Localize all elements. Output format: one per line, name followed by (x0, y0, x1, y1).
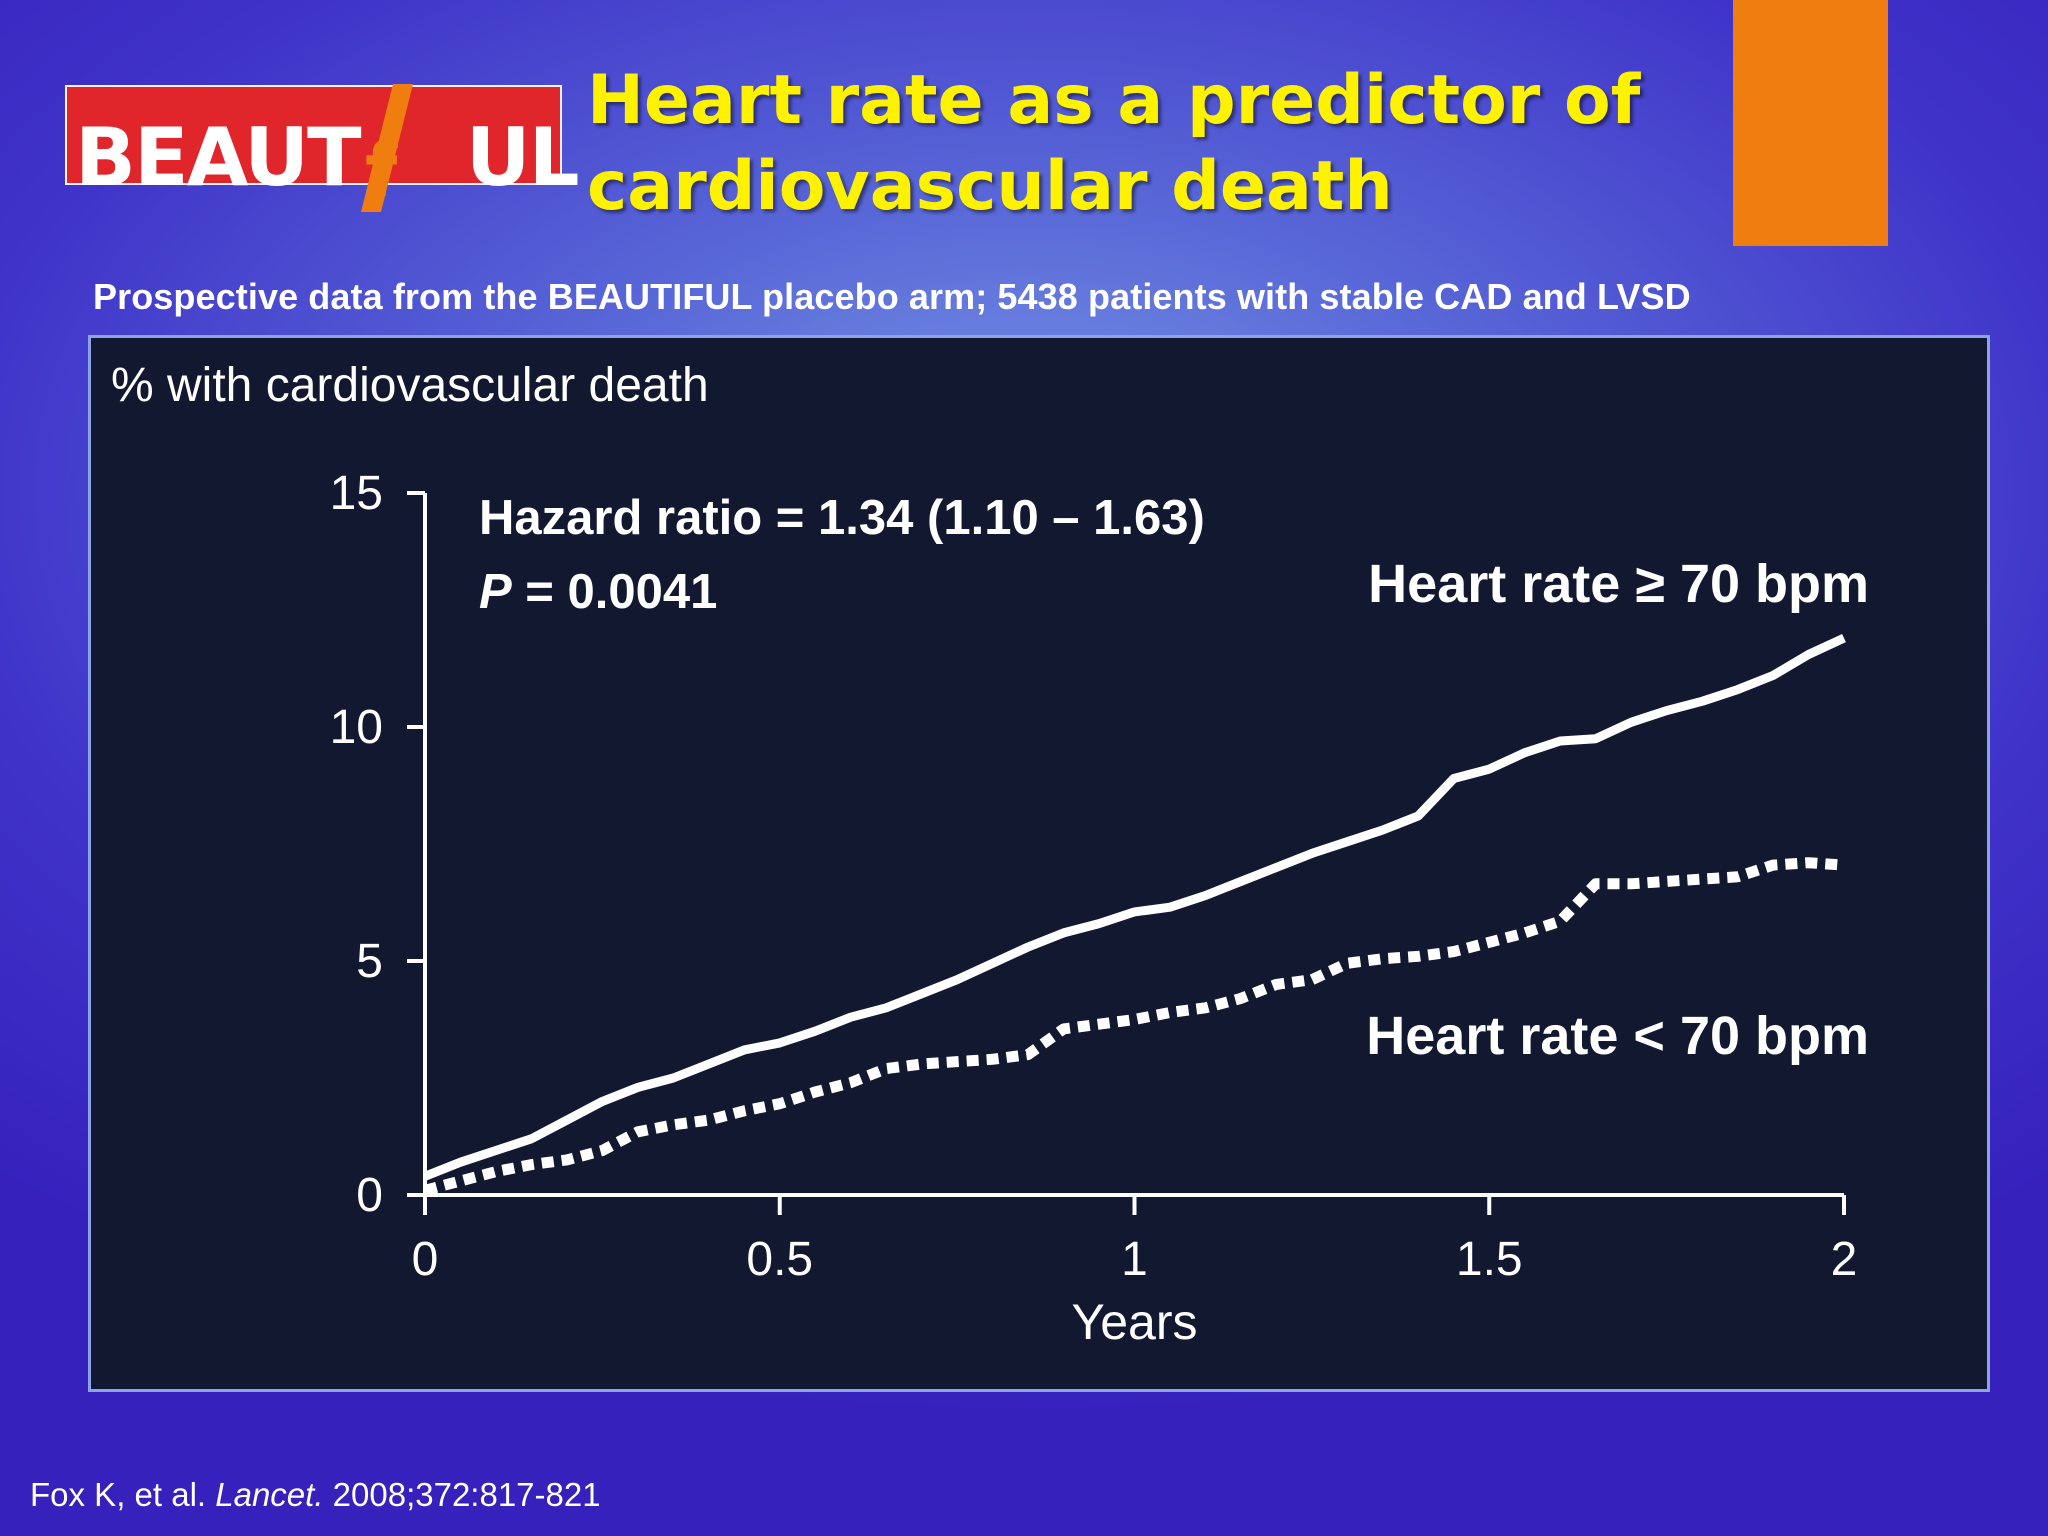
chart-panel: % with cardiovascular death Hazard ratio… (88, 335, 1990, 1392)
x-tick-label: 0 (412, 1233, 439, 1286)
beautiful-logo: f BEAUTI UL (65, 72, 580, 222)
y-tick-label: 5 (356, 935, 383, 988)
p-value-line: P = 0.0041 (479, 555, 1205, 629)
citation-journal: Lancet. (215, 1476, 324, 1513)
y-tick-label: 15 (330, 467, 383, 520)
logo-text-right: UL (465, 111, 580, 204)
stats-block: Hazard ratio = 1.34 (1.10 – 1.63) P = 0.… (479, 481, 1205, 629)
citation: Fox K, et al. Lancet. 2008;372:817-821 (30, 1476, 601, 1514)
citation-authors: Fox K, et al. (30, 1476, 216, 1513)
citation-ref: 2008;372:817-821 (323, 1476, 601, 1513)
slide-subtitle: Prospective data from the BEAUTIFUL plac… (93, 276, 1691, 317)
slide-title-line2: cardiovascular death (587, 147, 1393, 226)
series-label-high-hr: Heart rate ≥ 70 bpm (1368, 554, 1869, 614)
y-tick-label: 0 (356, 1169, 383, 1222)
series-label-low-hr: Heart rate < 70 bpm (1366, 1006, 1869, 1066)
y-axis-title: % with cardiovascular death (111, 359, 709, 412)
logo-red-bar (65, 85, 562, 185)
x-tick-label: 2 (1831, 1233, 1858, 1286)
logo-if-mark: f (361, 84, 413, 214)
orange-accent-block (1733, 0, 1888, 246)
series-line-low-hr (423, 857, 1845, 1196)
p-value: = 0.0041 (511, 565, 718, 619)
y-tick-label: 10 (330, 701, 383, 754)
line-chart: 0 5 10 15 0 0.5 1 1.5 2 Years (330, 467, 1858, 1350)
p-label: P (479, 565, 512, 619)
x-axis-title: Years (1071, 1294, 1197, 1350)
hazard-ratio: Hazard ratio = 1.34 (1.10 – 1.63) (479, 491, 1205, 545)
x-tick-label: 0.5 (746, 1233, 813, 1286)
logo-text: BEAUTI UL (75, 85, 580, 204)
logo-letter-i: I (360, 85, 362, 185)
x-tick-label: 1 (1121, 1233, 1148, 1286)
logo-letter-f: f (365, 128, 398, 214)
slide-title-line1: Heart rate as a predictor of (587, 61, 1641, 140)
series-line-high-hr (423, 634, 1846, 1181)
slide-title: Heart rate as a predictor of cardiovascu… (587, 58, 1687, 230)
x-tick-label: 1.5 (1456, 1233, 1523, 1286)
logo-text-left: BEAUT (75, 111, 362, 204)
